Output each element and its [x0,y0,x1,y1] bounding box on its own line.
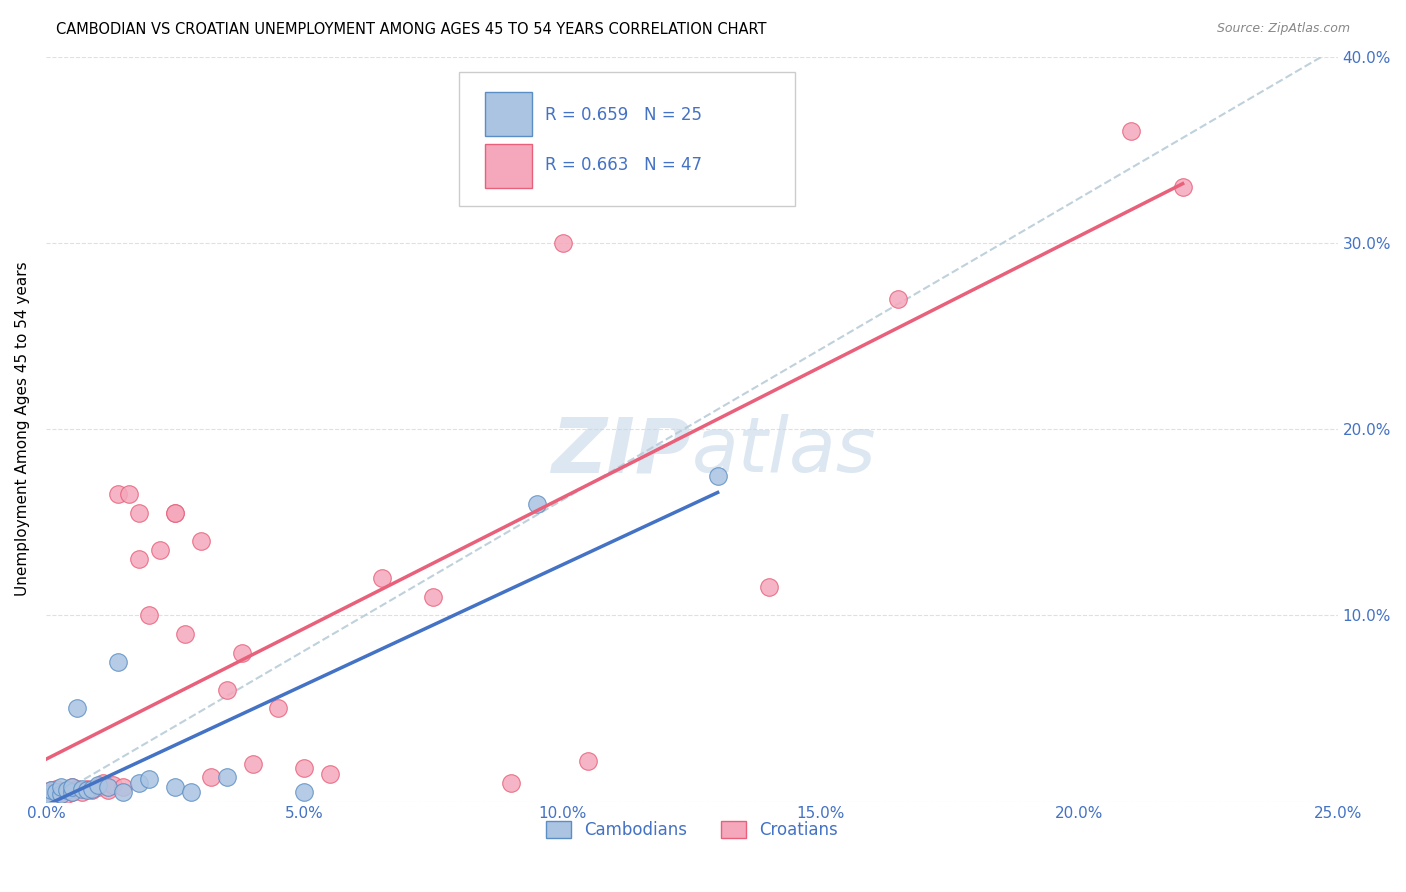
Point [215,682,238,697]
Point [267,701,290,715]
Point [76,781,98,796]
Y-axis label: Unemployment Among Ages 45 to 54 years: Unemployment Among Ages 45 to 54 years [15,262,30,597]
Point [39,783,62,797]
Point [39,783,62,797]
Text: atlas: atlas [692,415,876,489]
Text: CAMBODIAN VS CROATIAN UNEMPLOYMENT AMONG AGES 45 TO 54 YEARS CORRELATION CHART: CAMBODIAN VS CROATIAN UNEMPLOYMENT AMONG… [56,22,766,37]
Point [706,468,728,483]
Point [165,506,187,520]
Point [422,590,444,604]
Point [112,785,135,799]
Point [165,780,187,794]
Point [1171,180,1194,194]
Point [128,506,150,520]
Point [51,785,73,799]
Point [39,789,62,803]
Point [107,655,129,669]
Point [45,785,67,799]
Point [117,487,139,501]
Point [70,781,93,796]
Point [551,235,574,250]
Text: R = 0.663   N = 47: R = 0.663 N = 47 [544,156,702,175]
Point [86,778,108,792]
Point [60,780,83,794]
Point [60,785,83,799]
Point [66,781,89,796]
Point [91,776,114,790]
Point [55,783,77,797]
Point [138,772,160,787]
Point [60,785,83,799]
Point [39,789,62,803]
Point [138,608,160,623]
FancyBboxPatch shape [485,144,531,188]
Point [35,785,58,799]
Point [200,770,222,784]
Point [165,506,187,520]
Point [45,787,67,801]
Point [35,787,58,801]
Point [112,780,135,794]
FancyBboxPatch shape [460,71,796,206]
Point [107,487,129,501]
Point [60,780,83,794]
Point [66,701,89,715]
Text: Source: ZipAtlas.com: Source: ZipAtlas.com [1216,22,1350,36]
Point [371,571,394,585]
Point [97,780,120,794]
Point [128,552,150,566]
Point [128,776,150,790]
Point [70,785,93,799]
Text: ZIP: ZIP [553,415,692,489]
Point [887,292,910,306]
Point [55,783,77,797]
Point [319,766,342,780]
Point [1119,124,1142,138]
Point [180,785,202,799]
Point [174,627,197,641]
Point [97,783,120,797]
Point [82,783,104,797]
Point [82,781,104,796]
Point [628,143,651,157]
Text: R = 0.659   N = 25: R = 0.659 N = 25 [544,106,702,124]
Point [242,757,264,772]
Point [292,785,315,799]
Point [35,787,58,801]
Legend: Cambodians, Croatians: Cambodians, Croatians [540,814,845,846]
Point [101,778,124,792]
Point [76,783,98,797]
Point [526,497,548,511]
Point [55,787,77,801]
FancyBboxPatch shape [485,93,531,136]
Point [86,780,108,794]
Point [51,780,73,794]
Point [51,787,73,801]
Point [292,761,315,775]
Point [578,754,600,768]
Point [149,543,172,558]
Point [231,646,253,660]
Point [215,770,238,784]
Point [499,776,522,790]
Point [45,781,67,796]
Point [758,581,780,595]
Point [190,533,212,548]
